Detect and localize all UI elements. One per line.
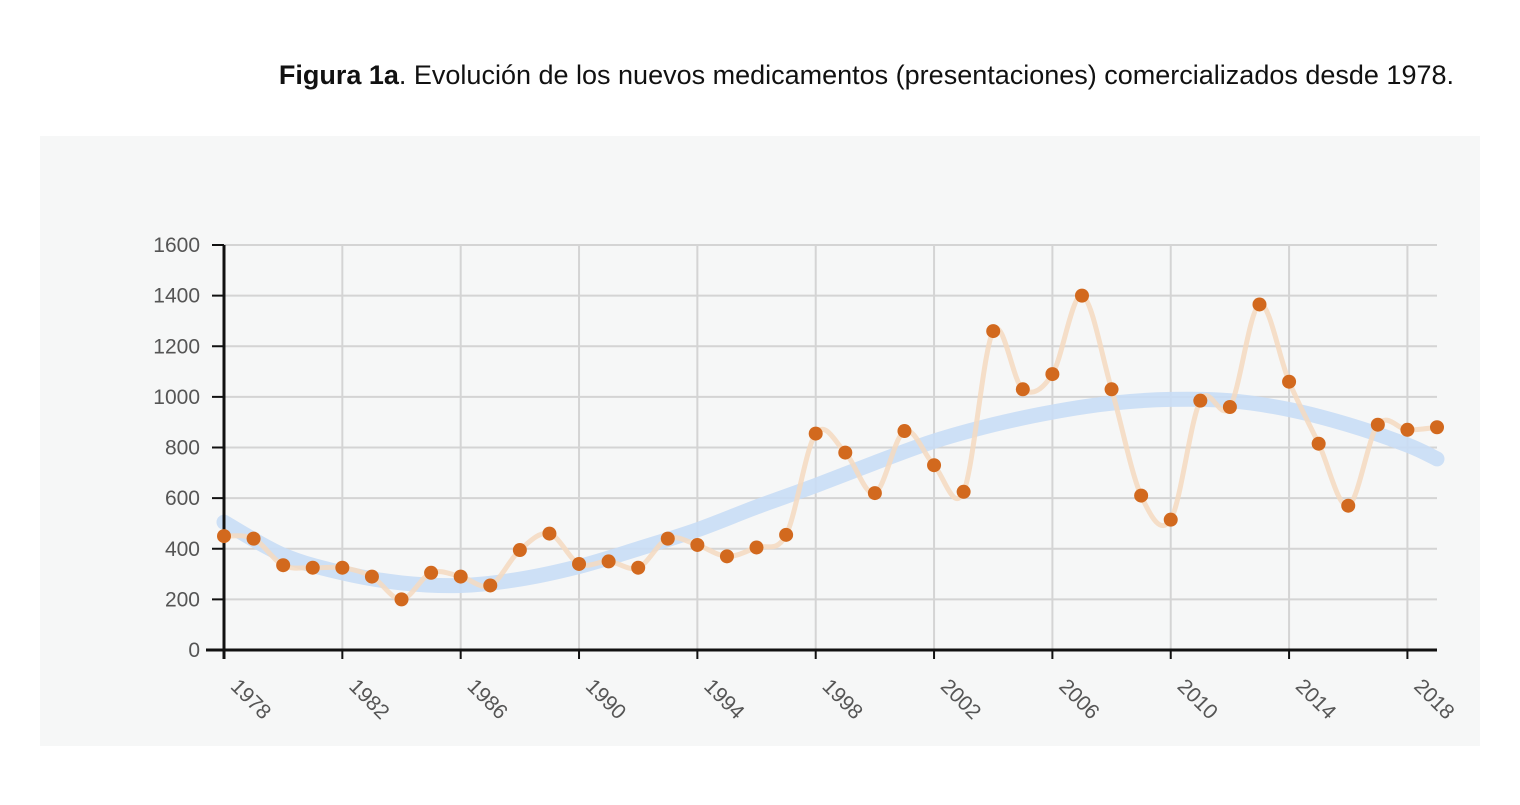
data-point <box>1104 382 1119 397</box>
trend-band <box>216 391 1445 594</box>
data-point <box>956 484 971 499</box>
y-tick-label: 200 <box>165 588 200 611</box>
data-point <box>1400 422 1415 437</box>
x-tick-label: 2002 <box>936 675 985 724</box>
x-tick-label: 1990 <box>581 675 630 724</box>
data-point <box>1430 420 1444 435</box>
figure-caption-text: . Evolución de los nuevos medicamentos (… <box>398 60 1454 90</box>
axes <box>206 244 1437 659</box>
data-point <box>867 486 882 501</box>
x-tick-label: 2018 <box>1409 675 1458 724</box>
data-point <box>897 424 912 439</box>
figure-caption: Figura 1a. Evolución de los nuevos medic… <box>279 60 1454 91</box>
data-point <box>364 569 379 584</box>
data-point <box>542 526 557 541</box>
data-point <box>453 569 468 584</box>
data-point <box>335 560 350 575</box>
data-point <box>1134 488 1149 503</box>
data-point <box>749 540 764 555</box>
data-point <box>1163 512 1178 527</box>
data-point <box>719 549 734 564</box>
data-point <box>512 543 527 558</box>
chart-panel <box>40 136 1480 746</box>
data-point <box>1015 382 1030 397</box>
y-tick-label: 0 <box>188 639 200 662</box>
x-tick-label: 1998 <box>818 675 867 724</box>
data-point <box>305 560 320 575</box>
trend-line <box>216 391 1445 594</box>
data-point <box>1370 417 1385 432</box>
data-point <box>631 560 646 575</box>
data-point <box>690 537 705 552</box>
figure-number: Figura 1a <box>278 60 399 90</box>
data-point <box>1045 367 1060 382</box>
data-point <box>1341 498 1356 513</box>
data-point <box>394 592 409 607</box>
x-tick-label: 1982 <box>344 675 393 724</box>
y-tick-label: 1600 <box>153 234 200 257</box>
data-point <box>1282 374 1297 389</box>
data-point <box>1074 288 1089 303</box>
y-tick-label: 1400 <box>153 285 200 308</box>
y-tick-label: 400 <box>165 538 200 561</box>
data-point <box>838 445 853 460</box>
data-point <box>276 558 291 573</box>
y-tick-label: 1000 <box>153 386 200 409</box>
data-point <box>779 527 794 542</box>
data-point <box>986 324 1001 339</box>
data-point <box>660 531 675 546</box>
x-tick-label: 1978 <box>226 675 275 724</box>
x-tick-label: 2014 <box>1291 675 1341 725</box>
data-point <box>246 531 261 546</box>
x-tick-label: 2006 <box>1054 675 1103 724</box>
x-tick-label: 2010 <box>1173 675 1222 724</box>
y-tick-label: 600 <box>165 487 200 510</box>
data-point <box>808 426 823 441</box>
data-point <box>572 556 587 571</box>
data-point <box>1252 297 1267 312</box>
data-points <box>217 288 1444 607</box>
x-tick-label: 1986 <box>463 675 512 724</box>
data-point <box>217 529 231 544</box>
x-tick-label: 1994 <box>699 675 749 725</box>
data-point <box>483 578 498 593</box>
data-point <box>1311 436 1326 451</box>
data-point <box>1193 393 1208 408</box>
data-point <box>601 554 616 569</box>
data-point <box>927 458 942 473</box>
data-point <box>424 565 439 580</box>
data-point <box>1222 400 1237 414</box>
y-tick-label: 800 <box>165 437 200 460</box>
y-tick-label: 1200 <box>153 335 200 358</box>
